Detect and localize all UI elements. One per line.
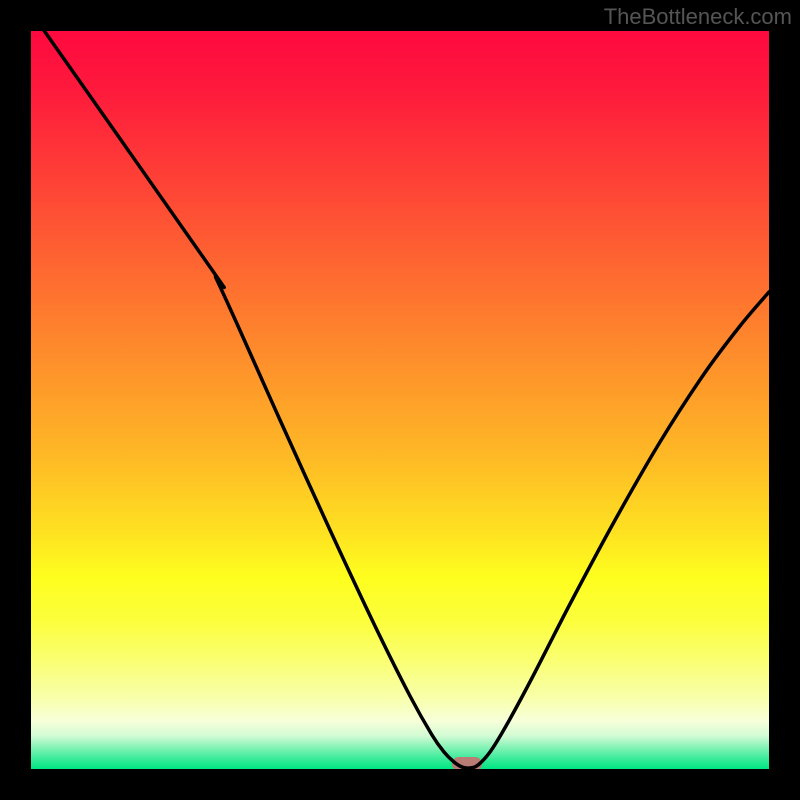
plot-area (31, 31, 769, 769)
gradient-background (31, 31, 769, 769)
chart-container: TheBottleneck.com (0, 0, 800, 800)
attribution-label: TheBottleneck.com (604, 4, 792, 30)
